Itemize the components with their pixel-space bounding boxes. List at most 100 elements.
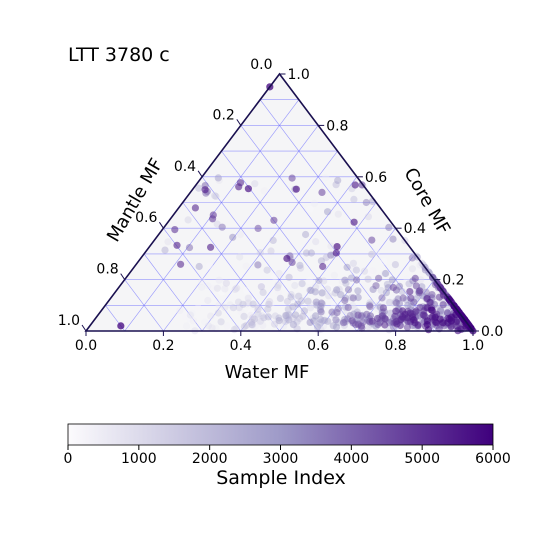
grid-line-water — [201, 150, 338, 332]
data-point — [329, 322, 337, 330]
data-point — [298, 297, 306, 305]
data-point — [296, 314, 304, 322]
data-point — [242, 321, 250, 330]
data-point — [247, 318, 256, 326]
data-point — [315, 276, 323, 285]
data-point — [208, 324, 216, 332]
data-point — [292, 185, 300, 193]
data-point — [215, 276, 223, 284]
data-point — [259, 288, 267, 296]
data-point — [312, 238, 320, 246]
data-point — [214, 174, 222, 182]
data-point — [307, 286, 315, 294]
data-point — [215, 301, 223, 309]
data-point — [364, 275, 372, 283]
data-point — [321, 316, 329, 324]
data-point — [221, 303, 229, 311]
data-point — [256, 291, 264, 299]
data-point — [354, 287, 362, 295]
right-tick-label: 1.0 — [288, 67, 310, 83]
data-point — [283, 316, 291, 324]
data-point — [368, 250, 376, 258]
data-point — [302, 230, 310, 239]
data-point — [319, 322, 328, 330]
data-point — [410, 316, 418, 324]
data-point — [389, 235, 397, 243]
data-point — [366, 303, 374, 311]
data-point — [299, 312, 307, 320]
data-point — [293, 318, 301, 326]
data-point — [343, 263, 351, 271]
data-point — [164, 238, 172, 246]
data-point — [378, 294, 386, 302]
data-point — [372, 282, 380, 290]
data-point — [295, 292, 303, 300]
data-point — [256, 249, 264, 257]
colorbar-tick-label: 3000 — [263, 451, 299, 467]
data-point — [176, 306, 184, 314]
data-point — [318, 289, 326, 297]
data-point — [182, 322, 191, 330]
grid-line-mantle — [259, 99, 435, 332]
data-point — [236, 253, 244, 261]
data-point — [256, 317, 264, 325]
data-point — [177, 260, 185, 268]
data-point — [320, 277, 328, 285]
data-point — [242, 300, 251, 308]
data-point — [249, 314, 257, 322]
data-point — [293, 294, 301, 302]
data-point — [311, 288, 319, 296]
data-point — [218, 288, 226, 296]
grid-line-mantle — [143, 253, 203, 332]
data-point — [242, 286, 250, 294]
data-point — [258, 312, 266, 320]
data-point — [269, 319, 277, 327]
data-point — [333, 286, 341, 294]
data-point — [242, 262, 250, 270]
data-point — [294, 300, 302, 308]
chart-title: LTT 3780 c — [68, 44, 170, 66]
data-point — [271, 312, 279, 320]
data-point — [332, 249, 340, 257]
data-point — [318, 188, 326, 196]
data-point — [260, 187, 268, 195]
bottom-tick-label: 1.0 — [462, 338, 484, 354]
data-point — [257, 283, 265, 291]
data-point — [349, 259, 357, 267]
data-point — [349, 294, 357, 302]
data-point — [350, 218, 358, 226]
data-point — [337, 291, 345, 299]
data-point — [275, 314, 283, 322]
data-point — [239, 300, 247, 308]
data-point — [306, 318, 314, 326]
data-point — [306, 304, 315, 312]
data-point — [332, 323, 341, 331]
data-point — [312, 283, 320, 291]
data-point — [340, 319, 348, 327]
data-point — [261, 312, 269, 320]
data-point — [401, 310, 409, 318]
data-point — [267, 300, 275, 308]
data-point — [240, 312, 248, 320]
data-point — [263, 266, 271, 274]
data-point — [369, 267, 377, 275]
data-point — [319, 262, 327, 271]
data-point — [333, 243, 341, 251]
data-point — [288, 294, 297, 303]
data-point — [403, 323, 411, 331]
left-axis-label: Mantle MF — [103, 155, 168, 246]
data-point — [333, 309, 341, 317]
data-point — [340, 268, 348, 276]
bottom-tick-label: 0.0 — [75, 338, 97, 354]
data-point — [244, 185, 252, 193]
data-point — [281, 311, 290, 319]
data-point — [211, 192, 219, 200]
data-point — [382, 269, 390, 278]
data-point — [280, 322, 288, 330]
data-point — [392, 307, 400, 315]
data-point — [213, 284, 221, 292]
data-point — [271, 320, 279, 328]
data-point — [173, 241, 181, 249]
data-point — [188, 309, 196, 317]
left-tick — [81, 324, 87, 332]
